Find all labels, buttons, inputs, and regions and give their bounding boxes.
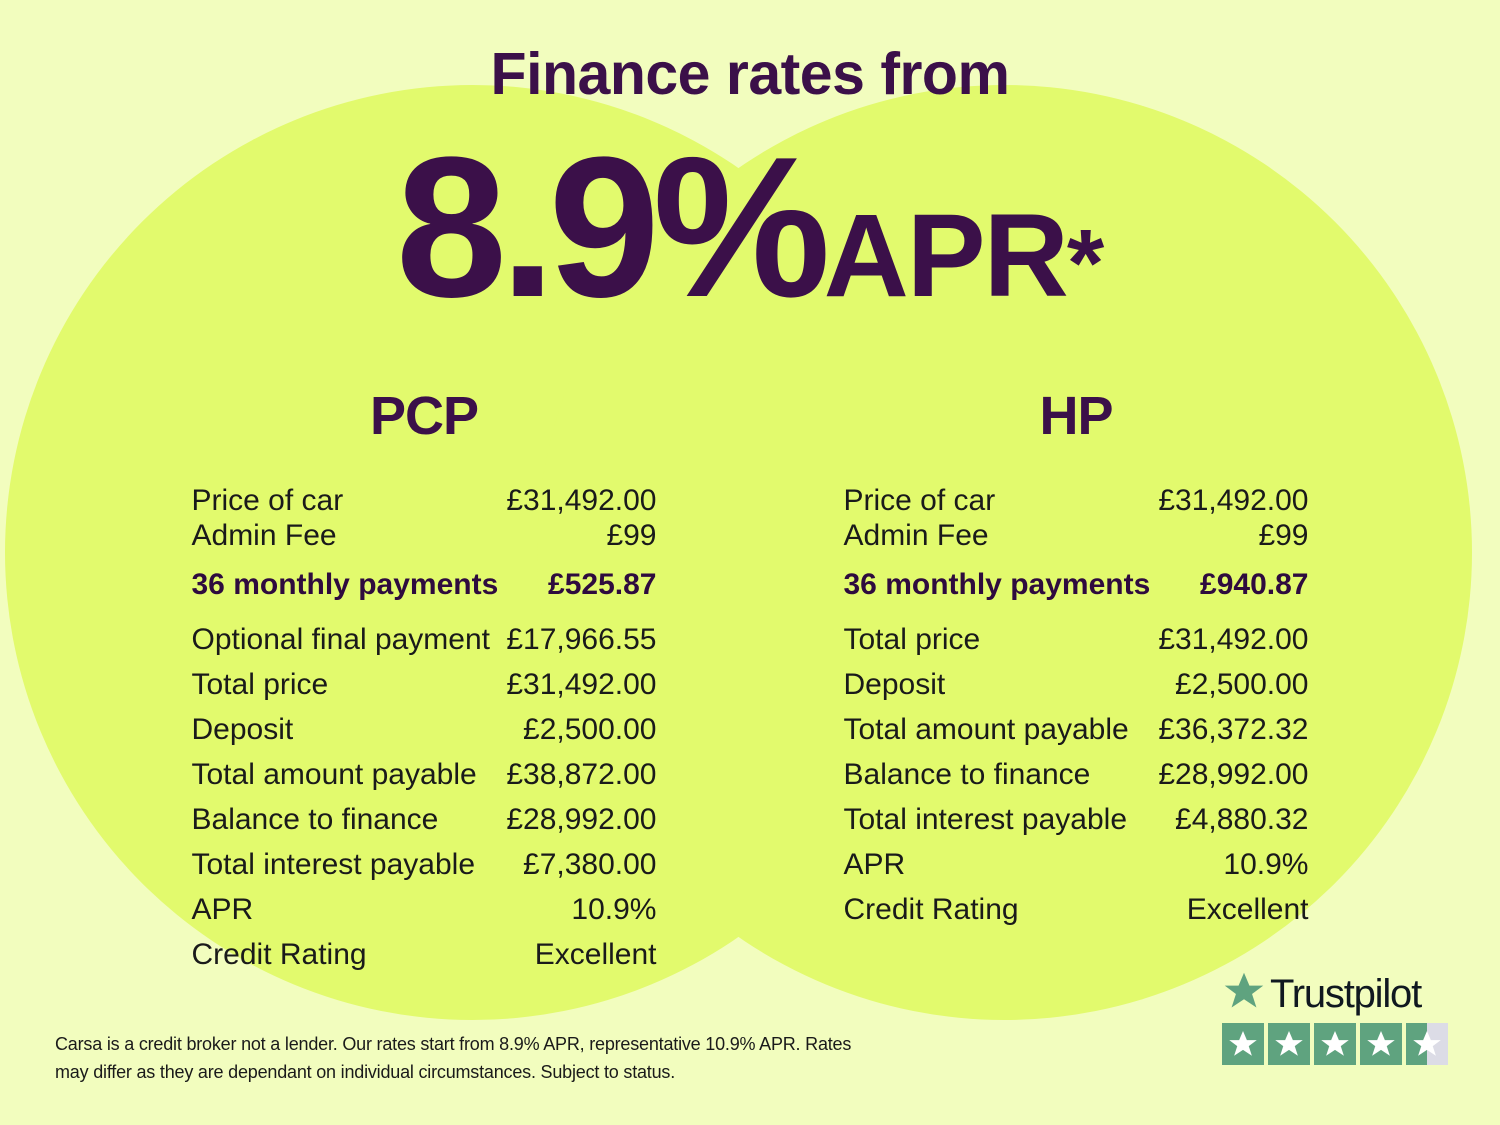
plan-row: Total interest payable £4,880.32 — [844, 797, 1309, 842]
row-value: £28,992.00 — [506, 803, 657, 836]
apr-rate-value: 8.9% — [395, 116, 831, 339]
trustpilot-star-icon — [1222, 970, 1266, 1017]
row-value: £2,500.00 — [1175, 668, 1309, 701]
plan-column-pcp: PCP Price of car £31,492.00 Admin Fee £99 36 … — [176, 385, 673, 977]
row-label: Total price — [843, 623, 981, 656]
plan-title: PCP — [369, 386, 479, 446]
row-value: Excellent — [534, 938, 657, 971]
apr-rate-suffix: APR — [823, 190, 1069, 322]
row-value: £17,966.55 — [506, 623, 657, 656]
plan-column-hp: HP Price of car £31,492.00 Admin Fee £99 36 m… — [828, 385, 1325, 977]
row-label: 36 monthly payments — [191, 568, 499, 601]
plan-row: 36 monthly payments £525.87 — [192, 553, 657, 617]
disclaimer-text: Carsa is a credit broker not a lender. O… — [55, 1034, 852, 1082]
row-label: Credit Rating — [843, 893, 1019, 926]
row-label: Balance to finance — [843, 758, 1091, 791]
plan-rows: Price of car £31,492.00 Admin Fee £99 36 mon… — [828, 483, 1325, 932]
row-value: £940.87 — [1200, 568, 1309, 601]
star-icon — [1406, 1023, 1448, 1065]
row-value: 10.9% — [571, 893, 657, 926]
row-value: £31,492.00 — [506, 668, 657, 701]
row-value: £36,372.32 — [1158, 713, 1309, 746]
row-label: Total amount payable — [191, 758, 477, 791]
plan-row: Deposit £2,500.00 — [192, 707, 657, 752]
row-value: £31,492.00 — [1158, 623, 1309, 656]
row-label: Price of car — [843, 484, 996, 517]
row-label: 36 monthly payments — [843, 568, 1151, 601]
plan-row: Total price £31,492.00 — [192, 662, 657, 707]
row-label: Price of car — [191, 484, 344, 517]
plan-row: Total interest payable £7,380.00 — [192, 842, 657, 887]
row-value: Excellent — [1186, 893, 1309, 926]
background-circle-right — [537, 85, 1472, 1020]
plan-row: Total amount payable £36,372.32 — [844, 707, 1309, 752]
plan-row: Price of car £31,492.00 — [844, 483, 1309, 518]
apr-asterisk: * — [1066, 210, 1105, 317]
row-label: Total interest payable — [843, 803, 1128, 836]
plan-row: Balance to finance £28,992.00 — [192, 797, 657, 842]
page-title: Finance rates from — [490, 41, 1010, 107]
plan-row: APR 10.9% — [192, 887, 657, 932]
row-label: Total amount payable — [843, 713, 1129, 746]
row-value: £99 — [1258, 519, 1309, 552]
row-label: Admin Fee — [843, 519, 989, 552]
plan-row: Admin Fee £99 — [844, 518, 1309, 553]
row-label: Credit Rating — [191, 938, 367, 971]
row-value: £525.87 — [548, 568, 657, 601]
plan-rows: Price of car £31,492.00 Admin Fee £99 36 mon… — [176, 483, 673, 977]
plan-row: Deposit £2,500.00 — [844, 662, 1309, 707]
row-value: £7,380.00 — [523, 848, 657, 881]
row-label: Deposit — [191, 713, 294, 746]
plan-row: 36 monthly payments £940.87 — [844, 553, 1309, 617]
plan-title: HP — [1039, 386, 1113, 446]
trustpilot-rating-stars — [1222, 1023, 1450, 1065]
row-value: £99 — [606, 519, 657, 552]
row-label: Admin Fee — [191, 519, 337, 552]
row-label: Total interest payable — [191, 848, 476, 881]
plan-row: Price of car £31,492.00 — [192, 483, 657, 518]
row-value: £38,872.00 — [506, 758, 657, 791]
row-value: £2,500.00 — [523, 713, 657, 746]
row-label: APR — [191, 893, 254, 926]
row-label: Balance to finance — [191, 803, 439, 836]
row-label: Total price — [191, 668, 329, 701]
row-value: £31,492.00 — [1158, 484, 1309, 517]
row-label: APR — [843, 848, 906, 881]
plan-columns: PCP Price of car £31,492.00 Admin Fee £99 36 … — [0, 385, 1500, 977]
star-icon — [1268, 1023, 1310, 1065]
plan-row: Balance to finance £28,992.00 — [844, 752, 1309, 797]
trustpilot-brand: Trustpilot — [1222, 970, 1450, 1017]
headline-rate: 8.9%APR* — [0, 128, 1500, 328]
row-label: Optional final payment — [191, 623, 491, 656]
row-value: £4,880.32 — [1175, 803, 1309, 836]
row-value: £28,992.00 — [1158, 758, 1309, 791]
plan-row: Credit Rating Excellent — [844, 887, 1309, 932]
plan-row: Credit Rating Excellent — [192, 932, 657, 977]
star-icon — [1222, 1023, 1264, 1065]
trustpilot-wordmark: Trustpilot — [1270, 971, 1422, 1016]
star-icon — [1360, 1023, 1402, 1065]
plan-row: Optional final payment £17,966.55 — [192, 617, 657, 662]
plan-row: APR 10.9% — [844, 842, 1309, 887]
plan-row: Admin Fee £99 — [192, 518, 657, 553]
plan-row: Total price £31,492.00 — [844, 617, 1309, 662]
star-icon — [1314, 1023, 1356, 1065]
row-label: Deposit — [843, 668, 946, 701]
trustpilot-widget[interactable]: Trustpilot — [1222, 970, 1450, 1065]
plan-row: Total amount payable £38,872.00 — [192, 752, 657, 797]
row-value: 10.9% — [1223, 848, 1309, 881]
row-value: £31,492.00 — [506, 484, 657, 517]
